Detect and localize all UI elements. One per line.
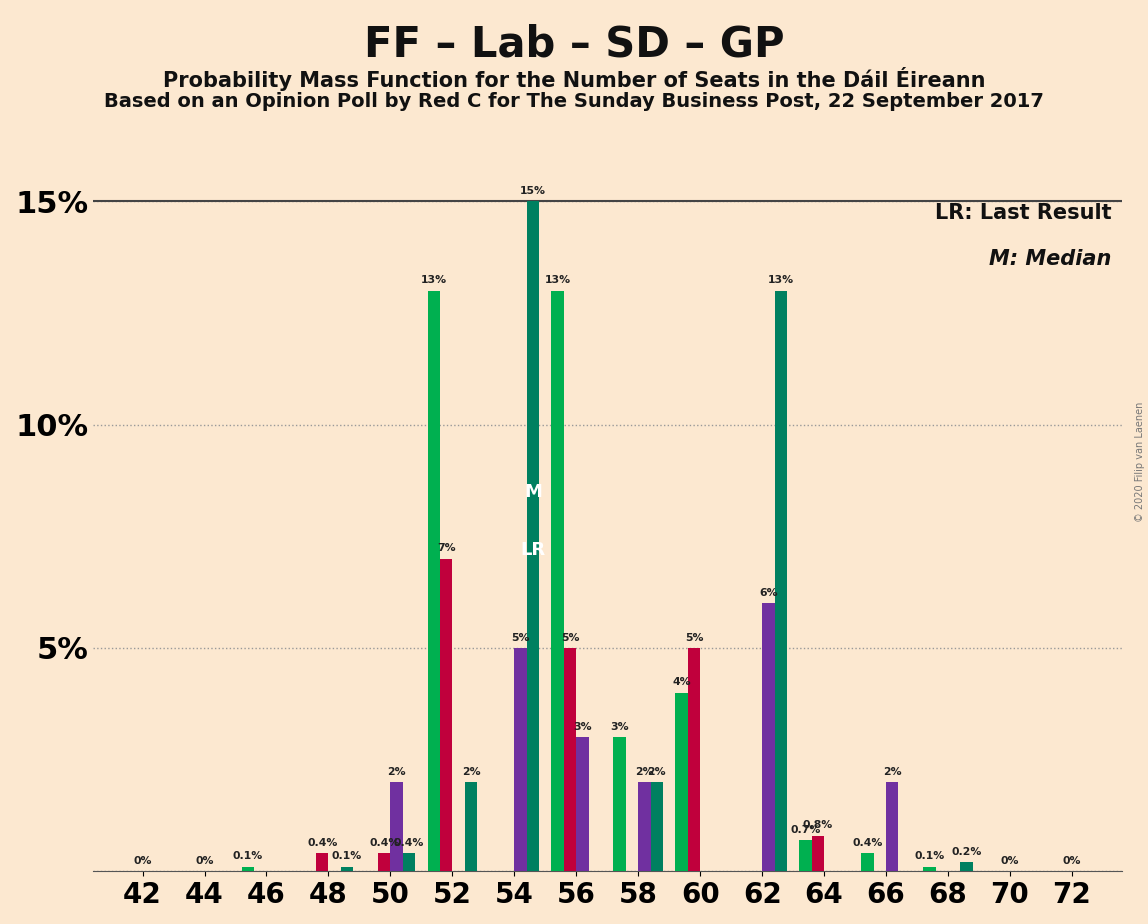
Text: 0.4%: 0.4% (394, 838, 424, 848)
Bar (961, 862, 972, 871)
Bar (403, 854, 416, 871)
Text: 0%: 0% (195, 856, 214, 866)
Text: 0.8%: 0.8% (802, 821, 833, 830)
Bar (812, 835, 824, 871)
Text: LR: Last Result: LR: Last Result (934, 203, 1111, 223)
Bar (242, 867, 254, 871)
Text: 0.1%: 0.1% (332, 851, 362, 861)
Text: 5%: 5% (511, 633, 529, 642)
Text: 13%: 13% (768, 275, 793, 286)
Bar (440, 559, 452, 871)
Text: 7%: 7% (437, 543, 456, 553)
Text: 2%: 2% (635, 767, 653, 776)
Text: 3%: 3% (611, 722, 629, 732)
Bar (465, 782, 478, 871)
Text: Based on an Opinion Poll by Red C for The Sunday Business Post, 22 September 201: Based on an Opinion Poll by Red C for Th… (104, 92, 1044, 112)
Bar (688, 648, 700, 871)
Text: 3%: 3% (573, 722, 591, 732)
Bar (551, 291, 564, 871)
Text: 4%: 4% (673, 677, 691, 687)
Text: 0.4%: 0.4% (852, 838, 883, 848)
Bar (427, 291, 440, 871)
Bar (923, 867, 936, 871)
Bar (886, 782, 899, 871)
Text: 2%: 2% (647, 767, 666, 776)
Text: FF – Lab – SD – GP: FF – Lab – SD – GP (364, 23, 784, 65)
Text: 6%: 6% (759, 588, 777, 598)
Text: LR: LR (520, 541, 545, 559)
Text: 5%: 5% (561, 633, 580, 642)
Text: 15%: 15% (520, 186, 546, 196)
Bar (341, 867, 354, 871)
Text: 0.2%: 0.2% (952, 847, 982, 857)
Text: 0.4%: 0.4% (369, 838, 400, 848)
Text: 5%: 5% (684, 633, 704, 642)
Text: 2%: 2% (883, 767, 901, 776)
Text: 2%: 2% (387, 767, 406, 776)
Bar (861, 854, 874, 871)
Bar (775, 291, 786, 871)
Text: 0.1%: 0.1% (914, 851, 945, 861)
Bar (576, 737, 589, 871)
Bar (514, 648, 527, 871)
Bar (564, 648, 576, 871)
Text: © 2020 Filip van Laenen: © 2020 Filip van Laenen (1135, 402, 1145, 522)
Text: 0%: 0% (133, 856, 152, 866)
Text: 0%: 0% (1001, 856, 1019, 866)
Text: 13%: 13% (420, 275, 447, 286)
Bar (527, 201, 540, 871)
Bar (799, 840, 812, 871)
Text: M: Median: M: Median (988, 249, 1111, 269)
Bar (316, 854, 328, 871)
Bar (390, 782, 403, 871)
Text: 13%: 13% (544, 275, 571, 286)
Bar (378, 854, 390, 871)
Bar (762, 603, 775, 871)
Text: 0.4%: 0.4% (307, 838, 338, 848)
Bar (613, 737, 626, 871)
Bar (638, 782, 651, 871)
Text: 2%: 2% (461, 767, 480, 776)
Bar (675, 693, 688, 871)
Text: 0.7%: 0.7% (790, 824, 821, 834)
Bar (651, 782, 664, 871)
Text: Probability Mass Function for the Number of Seats in the Dáil Éireann: Probability Mass Function for the Number… (163, 67, 985, 91)
Text: 0%: 0% (1063, 856, 1081, 866)
Text: M: M (523, 482, 542, 501)
Text: 0.1%: 0.1% (233, 851, 263, 861)
